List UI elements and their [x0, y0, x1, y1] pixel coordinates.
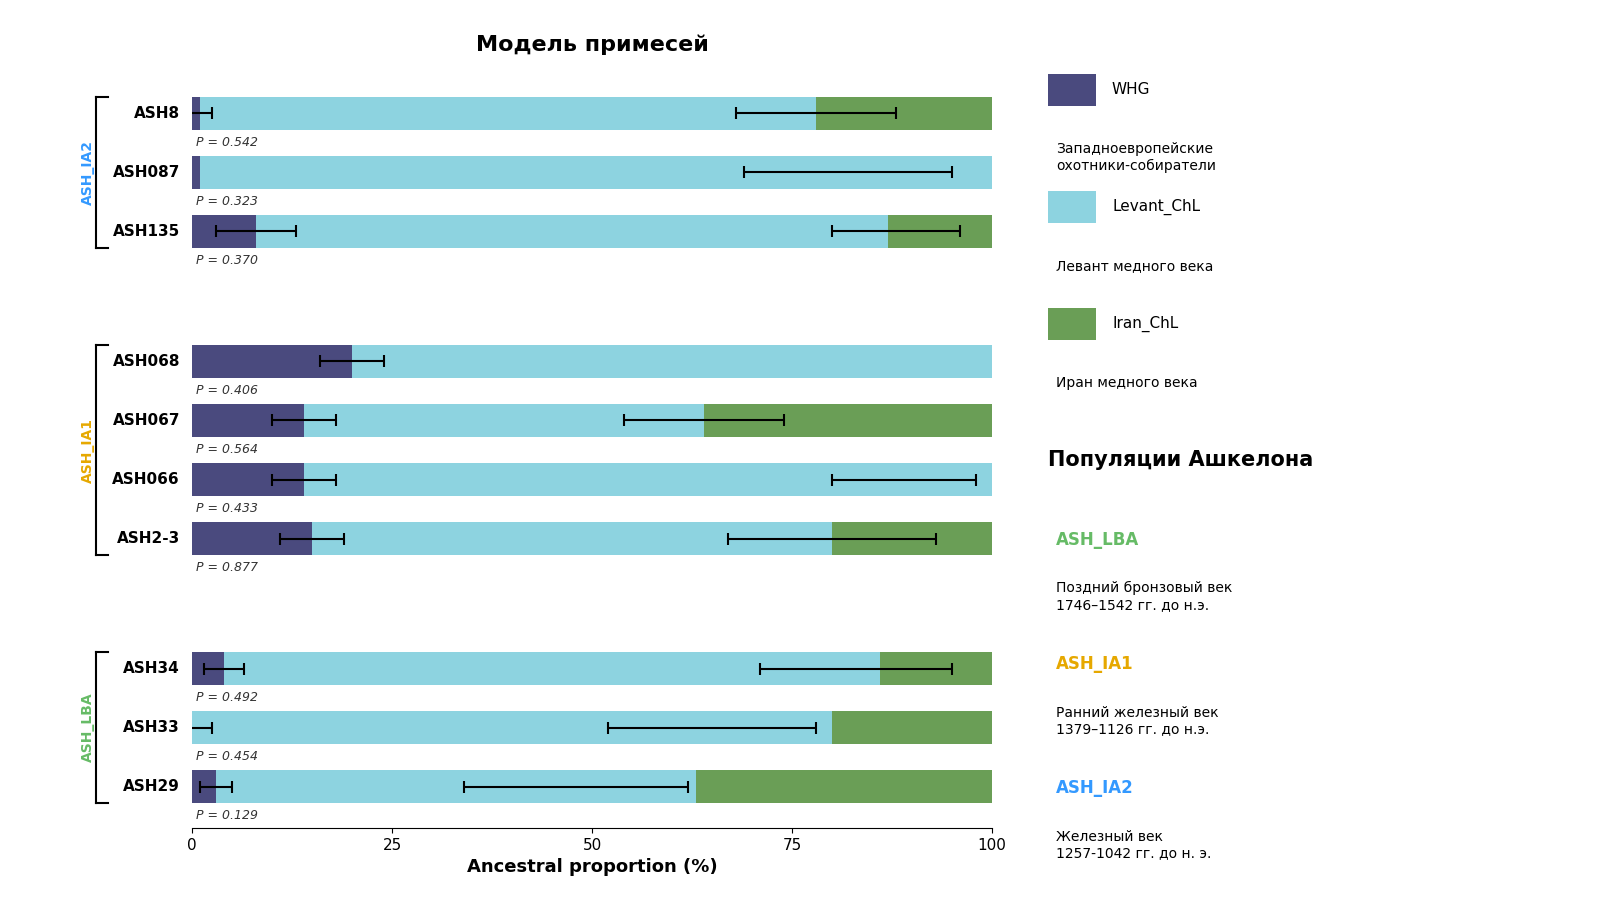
Bar: [304, 464, 992, 496]
Text: ASH_LBA: ASH_LBA: [82, 693, 94, 762]
Text: Поздний бронзовый век
1746–1542 гг. до н.э.: Поздний бронзовый век 1746–1542 гг. до н…: [1056, 581, 1232, 612]
Text: ASH_IA2: ASH_IA2: [1056, 779, 1134, 797]
Text: WHG: WHG: [1112, 83, 1150, 97]
Bar: [192, 770, 216, 803]
Bar: [696, 770, 992, 803]
Text: ASH8: ASH8: [134, 106, 179, 121]
Text: P = 0.564: P = 0.564: [195, 443, 258, 456]
Text: ASH_IA1: ASH_IA1: [1056, 655, 1134, 673]
Bar: [192, 404, 304, 436]
Text: Levant_ChL: Levant_ChL: [1112, 199, 1200, 215]
Text: ASH068: ASH068: [112, 354, 179, 369]
Text: Ранний железный век
1379–1126 гг. до н.э.: Ранний железный век 1379–1126 гг. до н.э…: [1056, 706, 1219, 736]
Bar: [192, 464, 304, 496]
Text: ASH_IA2: ASH_IA2: [82, 140, 94, 205]
Bar: [216, 770, 696, 803]
Bar: [832, 522, 992, 554]
Bar: [224, 652, 880, 685]
Text: ASH34: ASH34: [123, 661, 179, 676]
Text: Западноевропейские
охотники-собиратели: Западноевропейские охотники-собиратели: [1056, 142, 1216, 173]
Bar: [200, 97, 816, 130]
Text: ASH067: ASH067: [112, 413, 179, 428]
Text: Иран медного века: Иран медного века: [1056, 376, 1198, 391]
Bar: [192, 711, 832, 743]
Text: P = 0.492: P = 0.492: [195, 691, 258, 704]
Text: Iran_ChL: Iran_ChL: [1112, 316, 1178, 332]
Text: P = 0.370: P = 0.370: [195, 254, 258, 267]
Bar: [192, 215, 256, 248]
Bar: [200, 157, 992, 189]
Text: Левант медного века: Левант медного века: [1056, 259, 1213, 274]
Text: ASH087: ASH087: [112, 165, 179, 180]
Bar: [704, 404, 992, 436]
Bar: [304, 404, 704, 436]
Text: P = 0.877: P = 0.877: [195, 561, 258, 574]
Text: P = 0.433: P = 0.433: [195, 502, 258, 515]
Bar: [256, 215, 888, 248]
Text: ASH2-3: ASH2-3: [117, 531, 179, 546]
Bar: [192, 97, 200, 130]
Bar: [192, 157, 200, 189]
Bar: [832, 711, 992, 743]
Bar: [880, 652, 992, 685]
Text: P = 0.323: P = 0.323: [195, 195, 258, 208]
Text: Популяции Ашкелона: Популяции Ашкелона: [1048, 450, 1314, 470]
Bar: [192, 652, 224, 685]
Text: Железный век
1257-1042 гг. до н. э.: Железный век 1257-1042 гг. до н. э.: [1056, 830, 1211, 860]
Text: P = 0.406: P = 0.406: [195, 384, 258, 397]
Text: ASH33: ASH33: [123, 720, 179, 735]
Text: ASH_LBA: ASH_LBA: [1056, 531, 1139, 549]
Text: P = 0.454: P = 0.454: [195, 750, 258, 763]
Text: P = 0.129: P = 0.129: [195, 809, 258, 822]
Text: ASH135: ASH135: [112, 224, 179, 239]
Bar: [888, 215, 992, 248]
Text: ASH29: ASH29: [123, 779, 179, 794]
Text: ASH_IA1: ASH_IA1: [82, 418, 94, 482]
Title: Модель примесей: Модель примесей: [475, 35, 709, 55]
Text: ASH066: ASH066: [112, 472, 179, 487]
Bar: [816, 97, 992, 130]
Bar: [352, 346, 992, 378]
Bar: [192, 346, 352, 378]
Bar: [312, 522, 832, 554]
X-axis label: Ancestral proportion (%): Ancestral proportion (%): [467, 859, 717, 877]
Text: P = 0.542: P = 0.542: [195, 136, 258, 149]
Bar: [192, 522, 312, 554]
